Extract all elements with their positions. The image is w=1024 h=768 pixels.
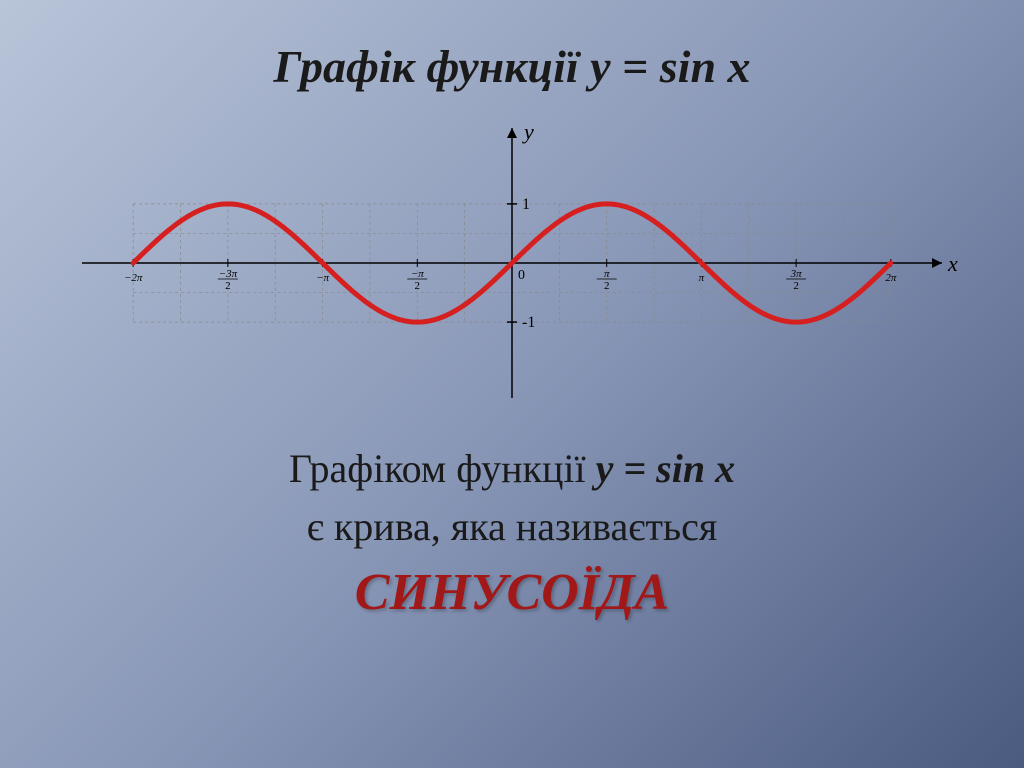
svg-text:2: 2 bbox=[415, 280, 421, 292]
svg-text:−π: −π bbox=[411, 268, 424, 280]
svg-text:2π: 2π bbox=[885, 272, 897, 284]
desc-line-3: СИНУСОЇДА bbox=[0, 559, 1024, 627]
svg-text:−2π: −2π bbox=[124, 272, 143, 284]
page-title: Графік функції y = sin x bbox=[0, 0, 1024, 93]
desc-line-1: Графіком функції y = sin x bbox=[0, 443, 1024, 495]
desc-line-2: є крива, яка називається bbox=[0, 501, 1024, 553]
svg-text:2: 2 bbox=[604, 280, 610, 292]
svg-text:2: 2 bbox=[793, 280, 799, 292]
desc-prefix: Графіком функції bbox=[289, 446, 596, 491]
svg-text:y: y bbox=[522, 123, 534, 144]
description-block: Графіком функції y = sin x є крива, яка … bbox=[0, 443, 1024, 627]
svg-text:π: π bbox=[699, 272, 705, 284]
svg-text:−3π: −3π bbox=[219, 268, 238, 280]
chart-svg: yх01-1−2π−3π2−π−π2π2π3π22π bbox=[62, 123, 962, 403]
svg-text:-1: -1 bbox=[522, 314, 535, 331]
svg-text:х: х bbox=[947, 251, 958, 276]
title-text: Графік функції y = sin x bbox=[273, 41, 750, 92]
desc-function: y = sin x bbox=[596, 446, 735, 491]
sine-chart: yх01-1−2π−3π2−π−π2π2π3π22π bbox=[62, 123, 962, 403]
svg-text:0: 0 bbox=[518, 268, 525, 283]
svg-text:−π: −π bbox=[316, 272, 329, 284]
svg-text:1: 1 bbox=[522, 196, 530, 213]
svg-text:2: 2 bbox=[225, 280, 231, 292]
svg-text:π: π bbox=[604, 268, 610, 280]
svg-text:3π: 3π bbox=[790, 268, 803, 280]
